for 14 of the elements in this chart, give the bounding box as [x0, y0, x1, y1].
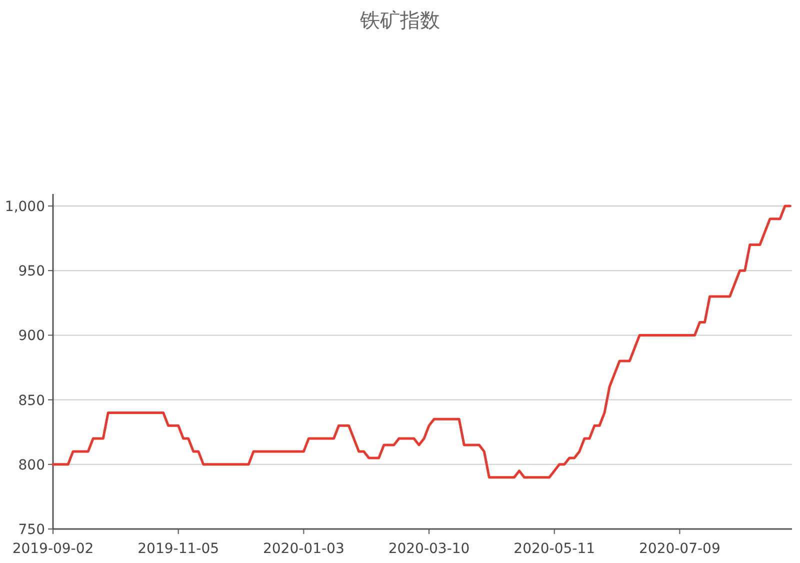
y-tick-label: 900 — [18, 328, 45, 344]
y-tick-label: 1,000 — [4, 199, 45, 215]
x-tick-label: 2019-09-02 — [12, 541, 94, 557]
y-tick-label: 750 — [18, 522, 45, 538]
x-tick-label: 2020-03-10 — [388, 541, 470, 557]
line-series — [52, 204, 792, 479]
y-tick-label: 800 — [18, 457, 45, 474]
x-tick-label: 2019-11-05 — [138, 541, 220, 557]
x-tick-label: 2020-01-03 — [262, 541, 344, 557]
chart-title: 铁矿指数 — [359, 8, 440, 32]
y-tick-label: 850 — [18, 392, 45, 409]
x-tick-label: 2020-05-11 — [514, 541, 596, 557]
x-tick-label: 2020-07-09 — [639, 541, 720, 557]
y-tick-label: 950 — [18, 264, 45, 280]
